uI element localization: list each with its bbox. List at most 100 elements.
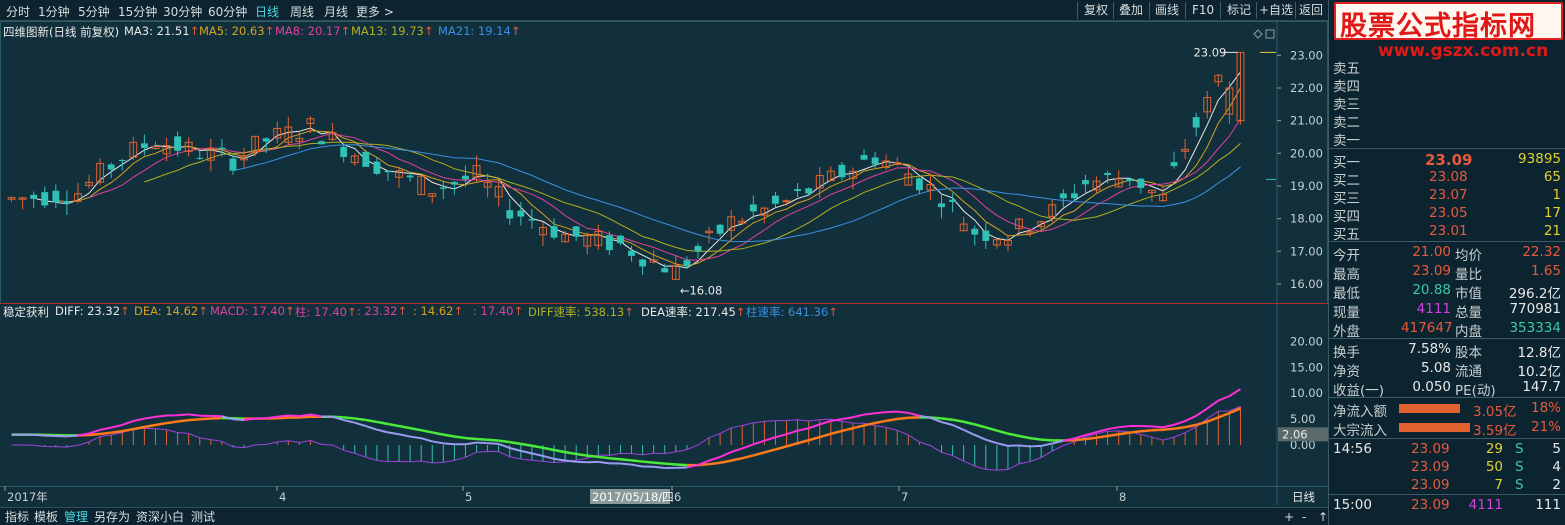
period-tab-15min[interactable]: 15分钟 <box>118 5 158 19</box>
dea-line-segment <box>387 422 400 428</box>
diff-line-segment <box>288 414 300 418</box>
candle-body <box>462 175 469 180</box>
site-logo: 股票公式指标网 www.gszx.com.cn <box>1334 2 1563 62</box>
period-tab-monthly[interactable]: 月线 <box>324 5 349 19</box>
period-tab-5min[interactable]: 5分钟 <box>78 5 110 19</box>
candle-body <box>904 173 913 186</box>
diff-line-segment <box>232 418 245 422</box>
tab-test[interactable]: 测试 <box>191 510 216 524</box>
diff-line-segment <box>299 413 311 418</box>
candle-body <box>849 170 857 179</box>
candle-body <box>1126 178 1134 182</box>
tab-senior-newbie[interactable]: 资深小白 <box>136 510 185 524</box>
diamond-icon <box>1253 29 1263 39</box>
ma13-line <box>144 141 1241 252</box>
diff-line-segment <box>398 433 411 438</box>
candle-body <box>417 175 426 196</box>
tick-row: 23.09 7 S 2 <box>1411 477 1561 493</box>
candle-body <box>815 174 824 189</box>
diff-line-segment <box>553 457 566 462</box>
dea-line-segment <box>830 429 843 436</box>
candle-body <box>306 118 315 125</box>
period-tab-30min[interactable]: 30分钟 <box>163 5 203 19</box>
tab-manage[interactable]: 管理 <box>64 510 89 524</box>
diff-line-segment <box>188 413 200 417</box>
candle-body <box>74 193 82 202</box>
diff-line-segment <box>66 434 79 438</box>
scroll-up-button[interactable]: ↑ <box>1318 510 1329 524</box>
macd-tick-label: 5.00 <box>1290 412 1316 426</box>
period-label: 日线 <box>1292 490 1315 504</box>
diff-line-segment <box>77 432 90 437</box>
diff-line-segment <box>941 421 953 426</box>
dea-line-segment <box>620 458 632 462</box>
period-more-button[interactable]: 更多 > <box>356 5 394 19</box>
tab-indicator[interactable]: 指标 <box>5 510 30 524</box>
diff-line-segment <box>88 428 101 435</box>
dea-line-segment <box>509 440 522 446</box>
candle-body <box>572 226 580 237</box>
diff-line-segment <box>1018 444 1031 448</box>
ma8-line <box>88 118 1241 261</box>
dea-line-segment <box>808 435 821 442</box>
zoom-out-button[interactable]: - <box>1302 510 1307 524</box>
candle-body <box>661 268 669 273</box>
sell-level-2: 卖二 <box>1333 115 1360 131</box>
candle-body <box>350 155 359 164</box>
period-tab-1min[interactable]: 1分钟 <box>38 5 70 19</box>
candle-body <box>671 265 680 280</box>
fuquan-button[interactable]: 复权 <box>1084 3 1109 17</box>
tab-save-as[interactable]: 另存为 <box>94 510 131 524</box>
legend-diff-rate: DIFF速率: 538.13↑ <box>528 305 634 319</box>
candle-body <box>949 199 957 202</box>
dea-line-segment <box>1217 411 1230 419</box>
dea-line-segment <box>730 456 743 462</box>
back-button[interactable]: 返回 <box>1299 3 1324 17</box>
zoom-in-button[interactable]: + <box>1284 510 1295 524</box>
candle-body <box>340 146 348 158</box>
buy-level-1: 买一 23.09 93895 <box>1333 151 1561 171</box>
period-tab-daily[interactable]: 日线 <box>255 5 280 19</box>
quote-row-volume: 现量 4111 总量 770981 <box>1333 301 1561 321</box>
dea-line-segment <box>1228 407 1241 415</box>
candle-body <box>617 235 624 244</box>
dea-line-segment <box>852 424 865 430</box>
kline-chart[interactable]: 23.00 22.00 21.00 20.00 19.00 18.00 17.00 16.00… <box>0 21 1328 505</box>
dea-line-segment <box>631 459 643 463</box>
draw-line-button[interactable]: 画线 <box>1155 3 1180 17</box>
candle-body <box>1082 180 1089 185</box>
candle-body <box>805 188 813 194</box>
price-tick-label: 20.00 <box>1290 146 1323 160</box>
candle-body <box>1059 193 1067 199</box>
divider <box>1329 148 1565 149</box>
legend-ma21: MA21: 19.14↑ <box>438 24 521 38</box>
dea-line-segment <box>476 437 488 442</box>
diff-line-segment <box>1206 399 1219 410</box>
diff-line-segment <box>786 429 798 436</box>
period-tab-60min[interactable]: 60分钟 <box>208 5 248 19</box>
diff-line-segment <box>697 459 710 466</box>
dea-line-segment <box>155 421 167 427</box>
candle-body <box>694 245 702 252</box>
buy-level-2: 买二 23.08 65 <box>1333 169 1561 189</box>
candle-body <box>295 137 304 142</box>
f10-button[interactable]: F10 <box>1192 3 1215 17</box>
candle-body <box>483 181 492 188</box>
chart-area[interactable]: 23.00 22.00 21.00 20.00 19.00 18.00 17.00 16.00… <box>0 21 1328 505</box>
candle-body <box>1236 51 1245 122</box>
dea-line-segment <box>708 461 721 466</box>
tab-template[interactable]: 模板 <box>34 510 59 524</box>
candle-body <box>41 192 49 206</box>
legend-diff: DIFF: 23.32↑ <box>55 304 130 318</box>
tick-row-close: 15:00 23.09 4111 111 <box>1333 497 1561 513</box>
period-tab-fenshi[interactable]: 分时 <box>6 5 31 19</box>
diff-line-segment <box>1030 444 1042 448</box>
price-tick-label: 23.00 <box>1290 48 1323 62</box>
overlay-button[interactable]: 叠加 <box>1119 3 1144 17</box>
sell-level-4: 卖四 <box>1333 79 1360 95</box>
candle-body <box>639 259 647 267</box>
mark-button[interactable]: 标记 <box>1227 3 1252 17</box>
dea-line-segment <box>409 426 422 432</box>
period-tab-weekly[interactable]: 周线 <box>290 5 315 19</box>
add-watchlist-button[interactable]: +自选 <box>1259 3 1294 17</box>
